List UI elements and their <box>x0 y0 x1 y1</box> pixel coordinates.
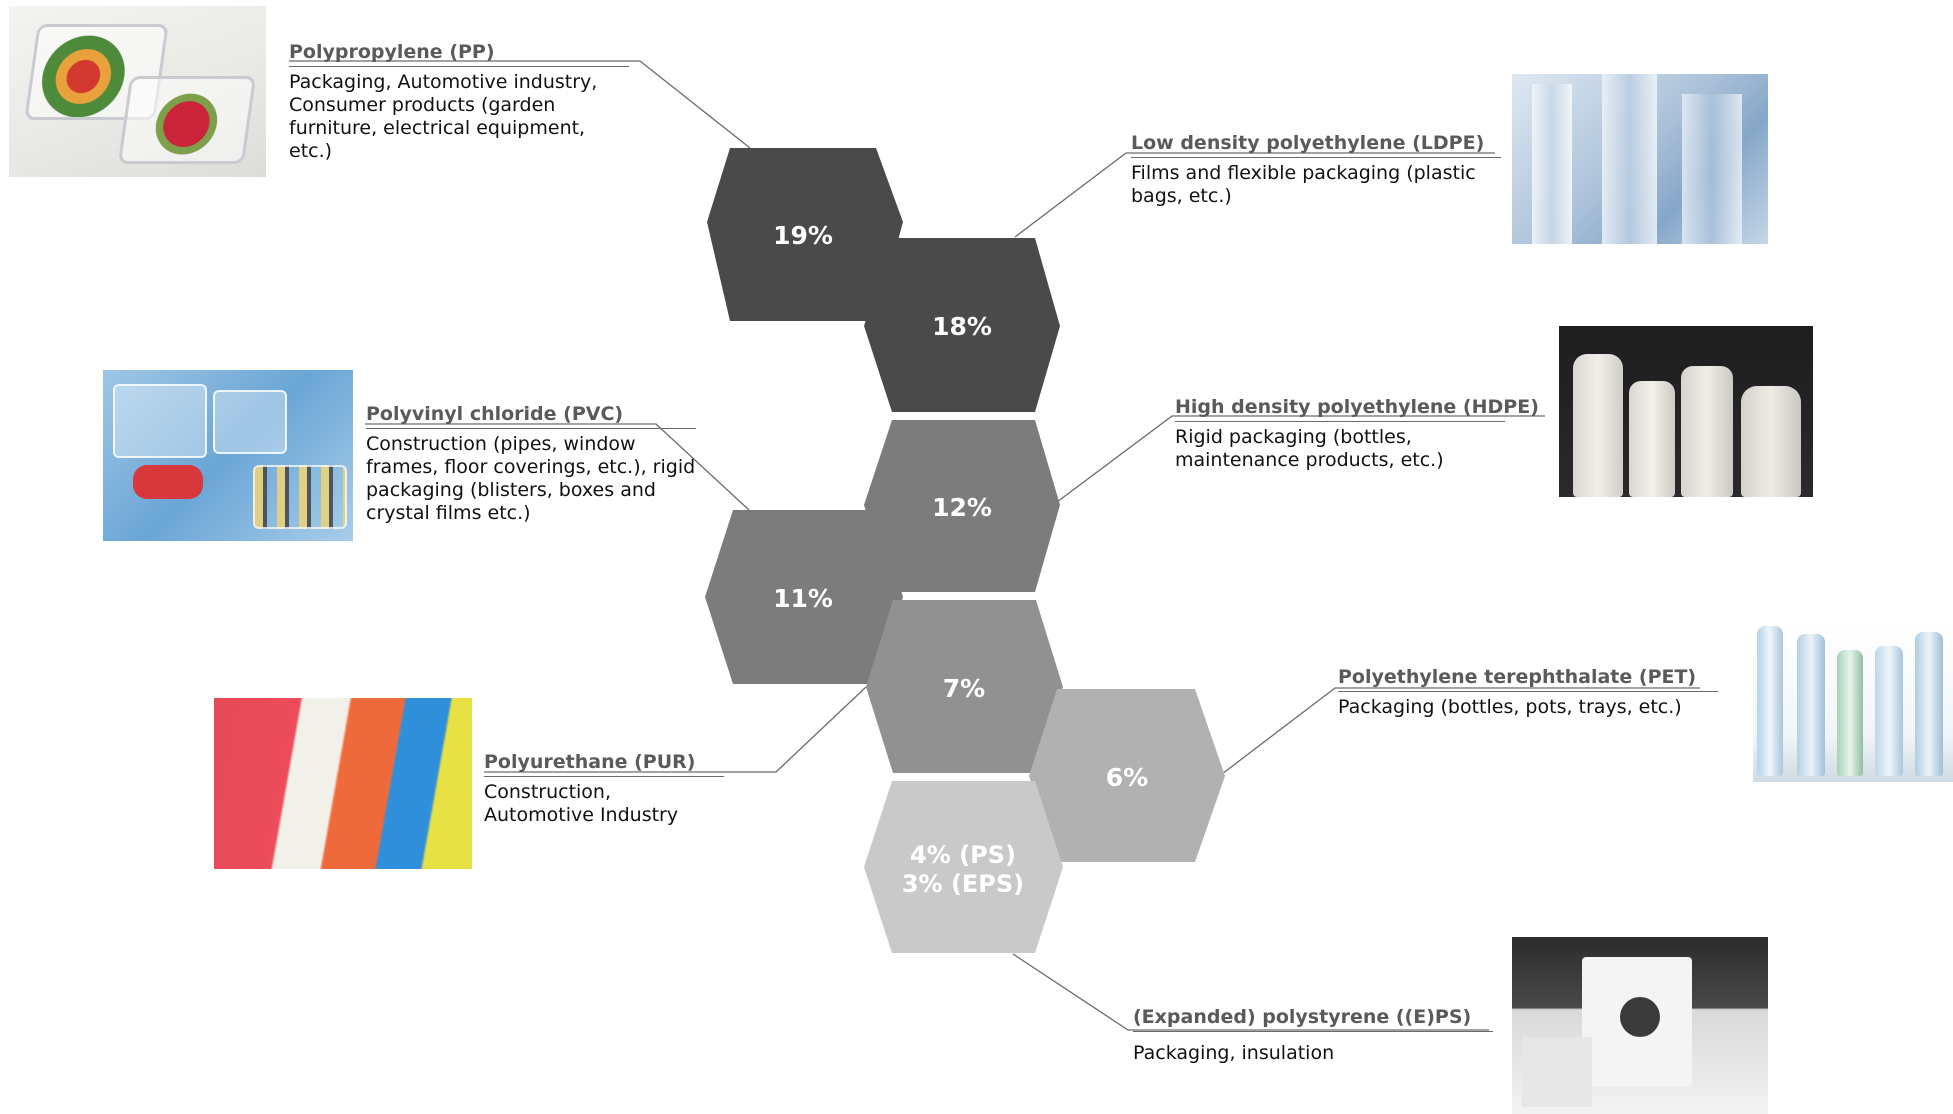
label-hdpe-title: High density polyethylene (HDPE) <box>1175 395 1539 422</box>
film-roll-icon <box>1532 84 1572 244</box>
connector-pur <box>484 686 867 773</box>
water-bottle-icon <box>1837 650 1863 776</box>
hexagon-pet-shape <box>1029 689 1225 862</box>
water-bottle-icon <box>1875 646 1903 776</box>
hexagon-pur-value: 7% <box>943 674 985 703</box>
polystyrene-block-icon <box>1522 1037 1592 1107</box>
photo-pvc <box>103 370 353 541</box>
label-ldpe-title: Low density polyethylene (LDPE) <box>1131 131 1501 158</box>
label-hdpe: High density polyethylene (HDPE) Rigid p… <box>1175 395 1539 472</box>
connector-lines <box>289 60 1700 1031</box>
connector-hdpe <box>1056 415 1545 503</box>
water-bottle-icon <box>1757 626 1783 776</box>
photo-eps <box>1512 937 1768 1114</box>
blister-pack-icon <box>253 465 347 529</box>
hexagon-pvc-shape <box>705 510 903 684</box>
hexagon-pvc: 11% <box>705 510 903 684</box>
hexagon-pet-value: 6% <box>1106 763 1148 792</box>
film-roll-icon <box>1602 74 1657 244</box>
water-bottle-icon <box>1797 634 1825 776</box>
photo-pet <box>1753 620 1953 782</box>
label-pvc-title: Polyvinyl chloride (PVC) <box>366 402 696 429</box>
label-ldpe: Low density polyethylene (LDPE) Films an… <box>1131 131 1501 208</box>
hexagon-ldpe-value: 18% <box>932 312 992 341</box>
connector-pet <box>1221 687 1700 775</box>
connector-ldpe <box>1014 152 1495 238</box>
hexagon-ps-shape <box>864 781 1063 953</box>
connector-eps <box>1012 953 1489 1031</box>
hexagon-pet: 6% <box>1029 689 1225 862</box>
hexagon-hdpe: 12% <box>864 420 1060 592</box>
connector-pvc <box>365 423 750 511</box>
hexagon-ldpe-shape <box>864 238 1060 412</box>
container-icon <box>117 76 257 164</box>
hexagon-pp: 19% <box>707 148 903 321</box>
label-pur-description: Construction, Automotive Industry <box>484 781 679 826</box>
photo-ldpe <box>1512 74 1768 244</box>
label-ldpe-description: Films and flexible packaging (plastic ba… <box>1131 162 1476 207</box>
film-roll-icon <box>1682 94 1742 244</box>
photo-pp <box>9 6 266 177</box>
label-pur: Polyurethane (PUR) Construction, Automot… <box>484 750 724 827</box>
hexagon-pvc-value: 11% <box>773 584 833 613</box>
bottle-icon <box>1629 381 1675 497</box>
label-eps-title: (Expanded) polystyrene ((E)PS) <box>1133 1005 1493 1032</box>
label-pvc-description: Construction (pipes, window frames, floo… <box>366 433 696 524</box>
photo-hdpe <box>1559 326 1813 497</box>
label-hdpe-description: Rigid packaging (bottles, maintenance pr… <box>1175 426 1444 471</box>
label-pur-title: Polyurethane (PUR) <box>484 750 724 777</box>
label-pet: Polyethylene terephthalate (PET) Packagi… <box>1338 665 1718 719</box>
label-eps-description: Packaging, insulation <box>1133 1042 1335 1064</box>
hexagon-ldpe: 18% <box>864 238 1060 412</box>
hexagon-ps: 4% (PS) 3% (EPS) <box>864 781 1063 953</box>
hexagon-pp-value: 19% <box>773 221 833 250</box>
label-pvc: Polyvinyl chloride (PVC) Construction (p… <box>366 402 696 525</box>
label-pet-title: Polyethylene terephthalate (PET) <box>1338 665 1718 692</box>
hexagon-pp-shape <box>707 148 903 321</box>
bottle-icon <box>1681 366 1733 497</box>
bottle-icon <box>1573 354 1623 497</box>
label-pp-title: Polypropylene (PP) <box>289 40 629 67</box>
blister-pack-icon <box>133 465 203 499</box>
label-pet-description: Packaging (bottles, pots, trays, etc.) <box>1338 696 1682 718</box>
blister-pack-icon <box>113 384 207 458</box>
blister-pack-icon <box>213 390 287 454</box>
label-pp-description: Packaging, Automotive industry, Consumer… <box>289 71 598 162</box>
hexagon-ps-value-eps: 3% (EPS) <box>902 870 1024 898</box>
label-pp: Polypropylene (PP) Packaging, Automotive… <box>289 40 629 163</box>
hexagon-hdpe-value: 12% <box>932 493 992 522</box>
hexagon-pur-shape <box>866 600 1063 773</box>
water-bottle-icon <box>1915 632 1943 776</box>
bottle-icon <box>1741 386 1801 497</box>
hexagon-hdpe-shape <box>864 420 1060 592</box>
connector-pp <box>289 60 751 149</box>
photo-pur <box>214 698 472 869</box>
polystyrene-block-icon <box>1620 997 1660 1037</box>
label-eps: (Expanded) polystyrene ((E)PS) Packaging… <box>1133 1005 1493 1065</box>
hexagon-pur: 7% <box>866 600 1063 773</box>
hexagon-ps-value-ps: 4% (PS) <box>910 841 1016 869</box>
